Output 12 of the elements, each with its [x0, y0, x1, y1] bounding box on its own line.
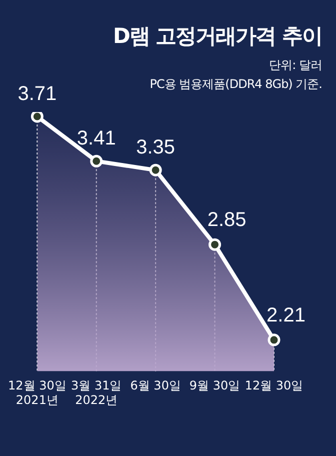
chart-title: D램 고정거래가격 추이	[112, 23, 322, 50]
chart-subtitle: 단위: 달러 PC용 범용제품(DDR4 8Gb) 기준.	[150, 57, 322, 93]
x-tick-label: 9월 30일	[189, 378, 240, 393]
data-label: 3.35	[136, 136, 176, 159]
x-tick-label: 6월 30일	[130, 378, 181, 393]
data-label: 2.85	[207, 209, 246, 232]
data-label: 3.71	[18, 82, 57, 105]
x-tick-label: 3월 31일 2022년	[71, 378, 122, 407]
data-label: 3.41	[76, 128, 116, 150]
x-tick-label: 12월 30일	[244, 378, 304, 393]
x-tick-label: 12월 30일 2021년	[8, 378, 66, 407]
data-label: 2.21	[266, 304, 306, 326]
